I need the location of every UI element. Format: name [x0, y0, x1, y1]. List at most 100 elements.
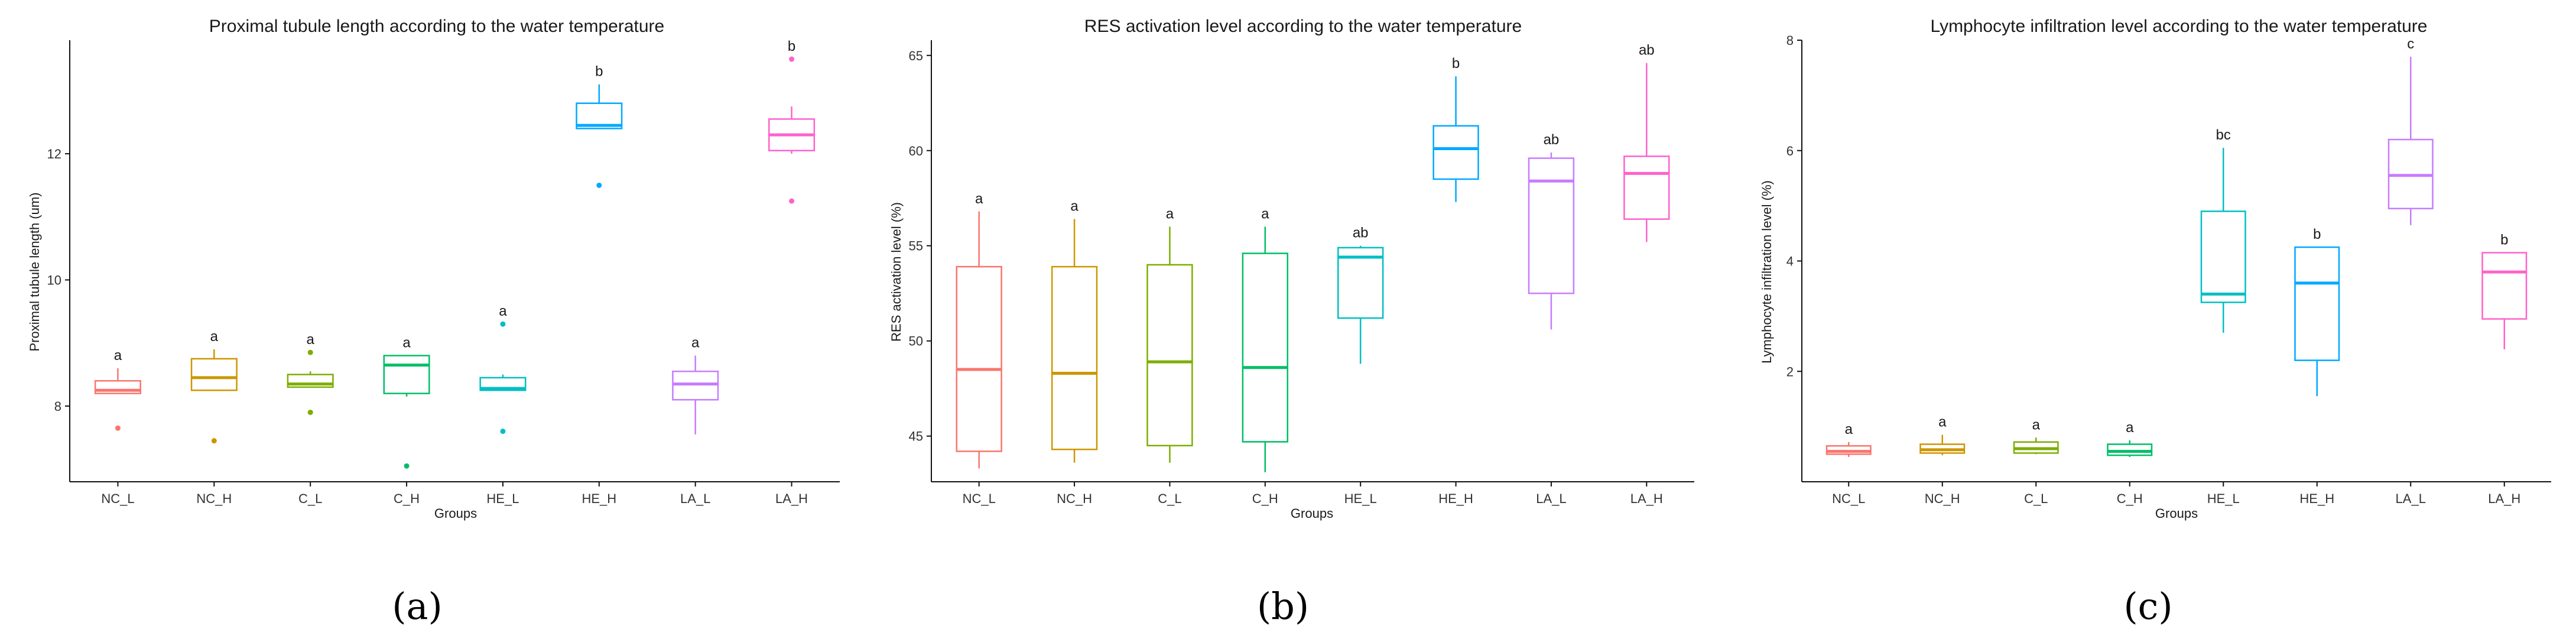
panel-a-nc-h-outlier-point [211, 438, 217, 444]
panel-c-nc-h-significance-label: a [1938, 414, 1947, 430]
panel-a-c-h-significance-label: a [402, 335, 411, 351]
panel-b: RES activation level according to the wa… [889, 17, 1694, 628]
panel-c: Lymphocyte infiltration level according … [1759, 17, 2551, 628]
panel-a-nc-h-box [190, 358, 238, 391]
panel-a-title: Proximal tubule length according to the … [209, 17, 664, 36]
panel-a-x-axis-title: Groups [434, 506, 477, 521]
panel-a-c-h-outlier-point [404, 463, 410, 469]
panel-b-nc-l-significance-label: a [975, 191, 983, 207]
panel-b-plot-area: 45 50 55 60 65 NC_L a NC_H a C_L a C_H a HE_L ab HE_H b L… [909, 40, 1694, 506]
panel-a-c-l-significance-label: a [307, 332, 315, 348]
panel-c-c-l-significance-label: a [2032, 417, 2041, 433]
panel-b-label: (b) [1257, 585, 1309, 628]
panel-b-he-h-x-tick-label: HE_H [1438, 491, 1473, 506]
panel-a-label: (a) [392, 585, 442, 628]
panel-b-he-l-x-tick-label: HE_L [1344, 491, 1377, 506]
panel-b-y-tick-label: 50 [909, 334, 923, 349]
panel-b-c-h-x-tick-label: C_H [1252, 491, 1278, 506]
panel-b-y-tick-label: 55 [909, 239, 923, 254]
panel-c-c-l-x-tick-label: C_L [2024, 491, 2048, 506]
panel-a: Proximal tubule length according to the … [27, 17, 840, 628]
panel-b-c-h-box [1242, 252, 1288, 443]
panel-b-he-l-significance-label: ab [1353, 225, 1369, 241]
panel-a-he-l-x-tick-label: HE_L [486, 491, 519, 506]
panel-a-he-l-outlier-point [500, 429, 506, 434]
panel-a-la-h-x-tick-label: LA_H [775, 491, 808, 506]
panel-a-la-h-outlier-point [789, 198, 795, 204]
panel-b-he-h-significance-label: b [1452, 56, 1460, 72]
panel-c-he-h-box [2294, 246, 2340, 361]
panel-c-y-tick-label: 6 [1786, 144, 1794, 158]
panel-b-la-h-x-tick-label: LA_H [1630, 491, 1663, 506]
panel-a-la-h-significance-label: b [788, 38, 795, 54]
panel-c-he-l-box [2200, 210, 2246, 303]
panel-c-title: Lymphocyte infiltration level according … [1931, 17, 2428, 36]
panel-c-y-tick-label: 2 [1786, 364, 1794, 379]
panel-c-la-h-box [2481, 252, 2528, 320]
panel-b-c-l-box [1146, 264, 1193, 447]
panel-c-he-h-significance-label: b [2313, 226, 2321, 242]
panel-a-la-l-significance-label: a [691, 335, 700, 351]
panel-b-c-h-significance-label: a [1261, 206, 1269, 222]
panel-a-c-l-outlier-point [307, 349, 313, 355]
panel-c-x-axis-title: Groups [2155, 506, 2198, 521]
panel-a-he-l-significance-label: a [499, 303, 507, 319]
panel-b-nc-h-x-tick-label: NC_H [1057, 491, 1092, 506]
panel-b-y-tick-label: 60 [909, 144, 923, 158]
panel-a-la-l-x-tick-label: LA_L [680, 491, 710, 506]
panel-a-la-l-box [672, 371, 719, 401]
panel-a-y-tick-label: 12 [47, 147, 61, 161]
panel-c-y-tick-label: 4 [1786, 254, 1794, 269]
panel-c-label: (c) [2123, 585, 2172, 628]
panel-b-title: RES activation level according to the wa… [1084, 17, 1522, 36]
panel-a-y-axis-title: Proximal tubule length (um) [27, 192, 42, 351]
panel-c-la-h-x-tick-label: LA_H [2488, 491, 2520, 506]
panel-c-he-l-significance-label: bc [2216, 127, 2231, 143]
panel-b-c-l-significance-label: a [1166, 206, 1174, 222]
panel-b-c-l-x-tick-label: C_L [1158, 491, 1181, 506]
panel-a-nc-l-significance-label: a [114, 348, 122, 364]
panel-a-plot-area: 8 10 12 NC_L a NC_H a C_L a C_H a HE_L a HE_H b LA_L a LA… [47, 38, 840, 506]
panel-a-he-l-outlier-point [500, 321, 506, 327]
panel-a-he-h-x-tick-label: HE_H [582, 491, 616, 506]
panel-b-nc-h-box [1051, 265, 1098, 450]
panel-c-he-l-x-tick-label: HE_L [2207, 491, 2240, 506]
panel-b-la-h-box [1623, 155, 1670, 220]
panel-b-nc-l-x-tick-label: NC_L [963, 491, 996, 506]
panel-b-la-l-significance-label: ab [1544, 132, 1560, 148]
panel-c-nc-h-x-tick-label: NC_H [1925, 491, 1960, 506]
panel-b-nc-l-box [956, 265, 1002, 452]
panel-c-la-h-significance-label: b [2500, 232, 2508, 248]
panel-a-nc-h-significance-label: a [210, 329, 219, 345]
panel-a-he-h-significance-label: b [595, 64, 603, 80]
panel-c-nc-l-significance-label: a [1845, 421, 1853, 437]
panel-b-y-tick-label: 45 [909, 429, 923, 444]
panel-a-nc-h-x-tick-label: NC_H [196, 491, 232, 506]
panel-a-c-h-x-tick-label: C_H [394, 491, 420, 506]
panel-c-he-h-x-tick-label: HE_H [2299, 491, 2334, 506]
panel-b-he-h-box [1432, 125, 1479, 180]
panel-b-y-tick-label: 65 [909, 48, 923, 63]
panel-a-nc-l-outlier-point [115, 425, 121, 431]
panel-a-nc-l-x-tick-label: NC_L [101, 491, 134, 506]
panel-b-x-axis-title: Groups [1291, 506, 1333, 521]
panel-b-la-h-significance-label: ab [1639, 43, 1655, 59]
panel-a-c-h-box [383, 355, 430, 394]
panel-b-he-l-box [1337, 246, 1384, 319]
panel-a-y-tick-label: 8 [54, 399, 61, 414]
panel-b-la-l-x-tick-label: LA_L [1536, 491, 1566, 506]
panel-b-nc-h-significance-label: a [1070, 199, 1079, 215]
panel-c-plot-area: 2 4 6 8 NC_L a NC_H a C_L a C_H a HE_L bc HE_H b LA_L c LA… [1786, 33, 2551, 506]
panel-a-he-h-outlier-point [596, 182, 602, 188]
panel-c-y-axis-title: Lymphocyte infiltration level (%) [1759, 180, 1774, 364]
panel-a-la-h-outlier-point [789, 56, 795, 62]
panel-c-nc-l-x-tick-label: NC_L [1832, 491, 1865, 506]
panel-b-y-axis-title: RES activation level (%) [889, 202, 904, 342]
panel-c-la-l-significance-label: c [2407, 36, 2414, 52]
panel-a-c-l-outlier-point [307, 410, 313, 416]
panel-c-c-h-x-tick-label: C_H [2117, 491, 2143, 506]
panel-b-la-l-box [1528, 157, 1575, 294]
panel-c-c-h-significance-label: a [2126, 420, 2134, 436]
panel-c-la-l-x-tick-label: LA_L [2396, 491, 2426, 506]
